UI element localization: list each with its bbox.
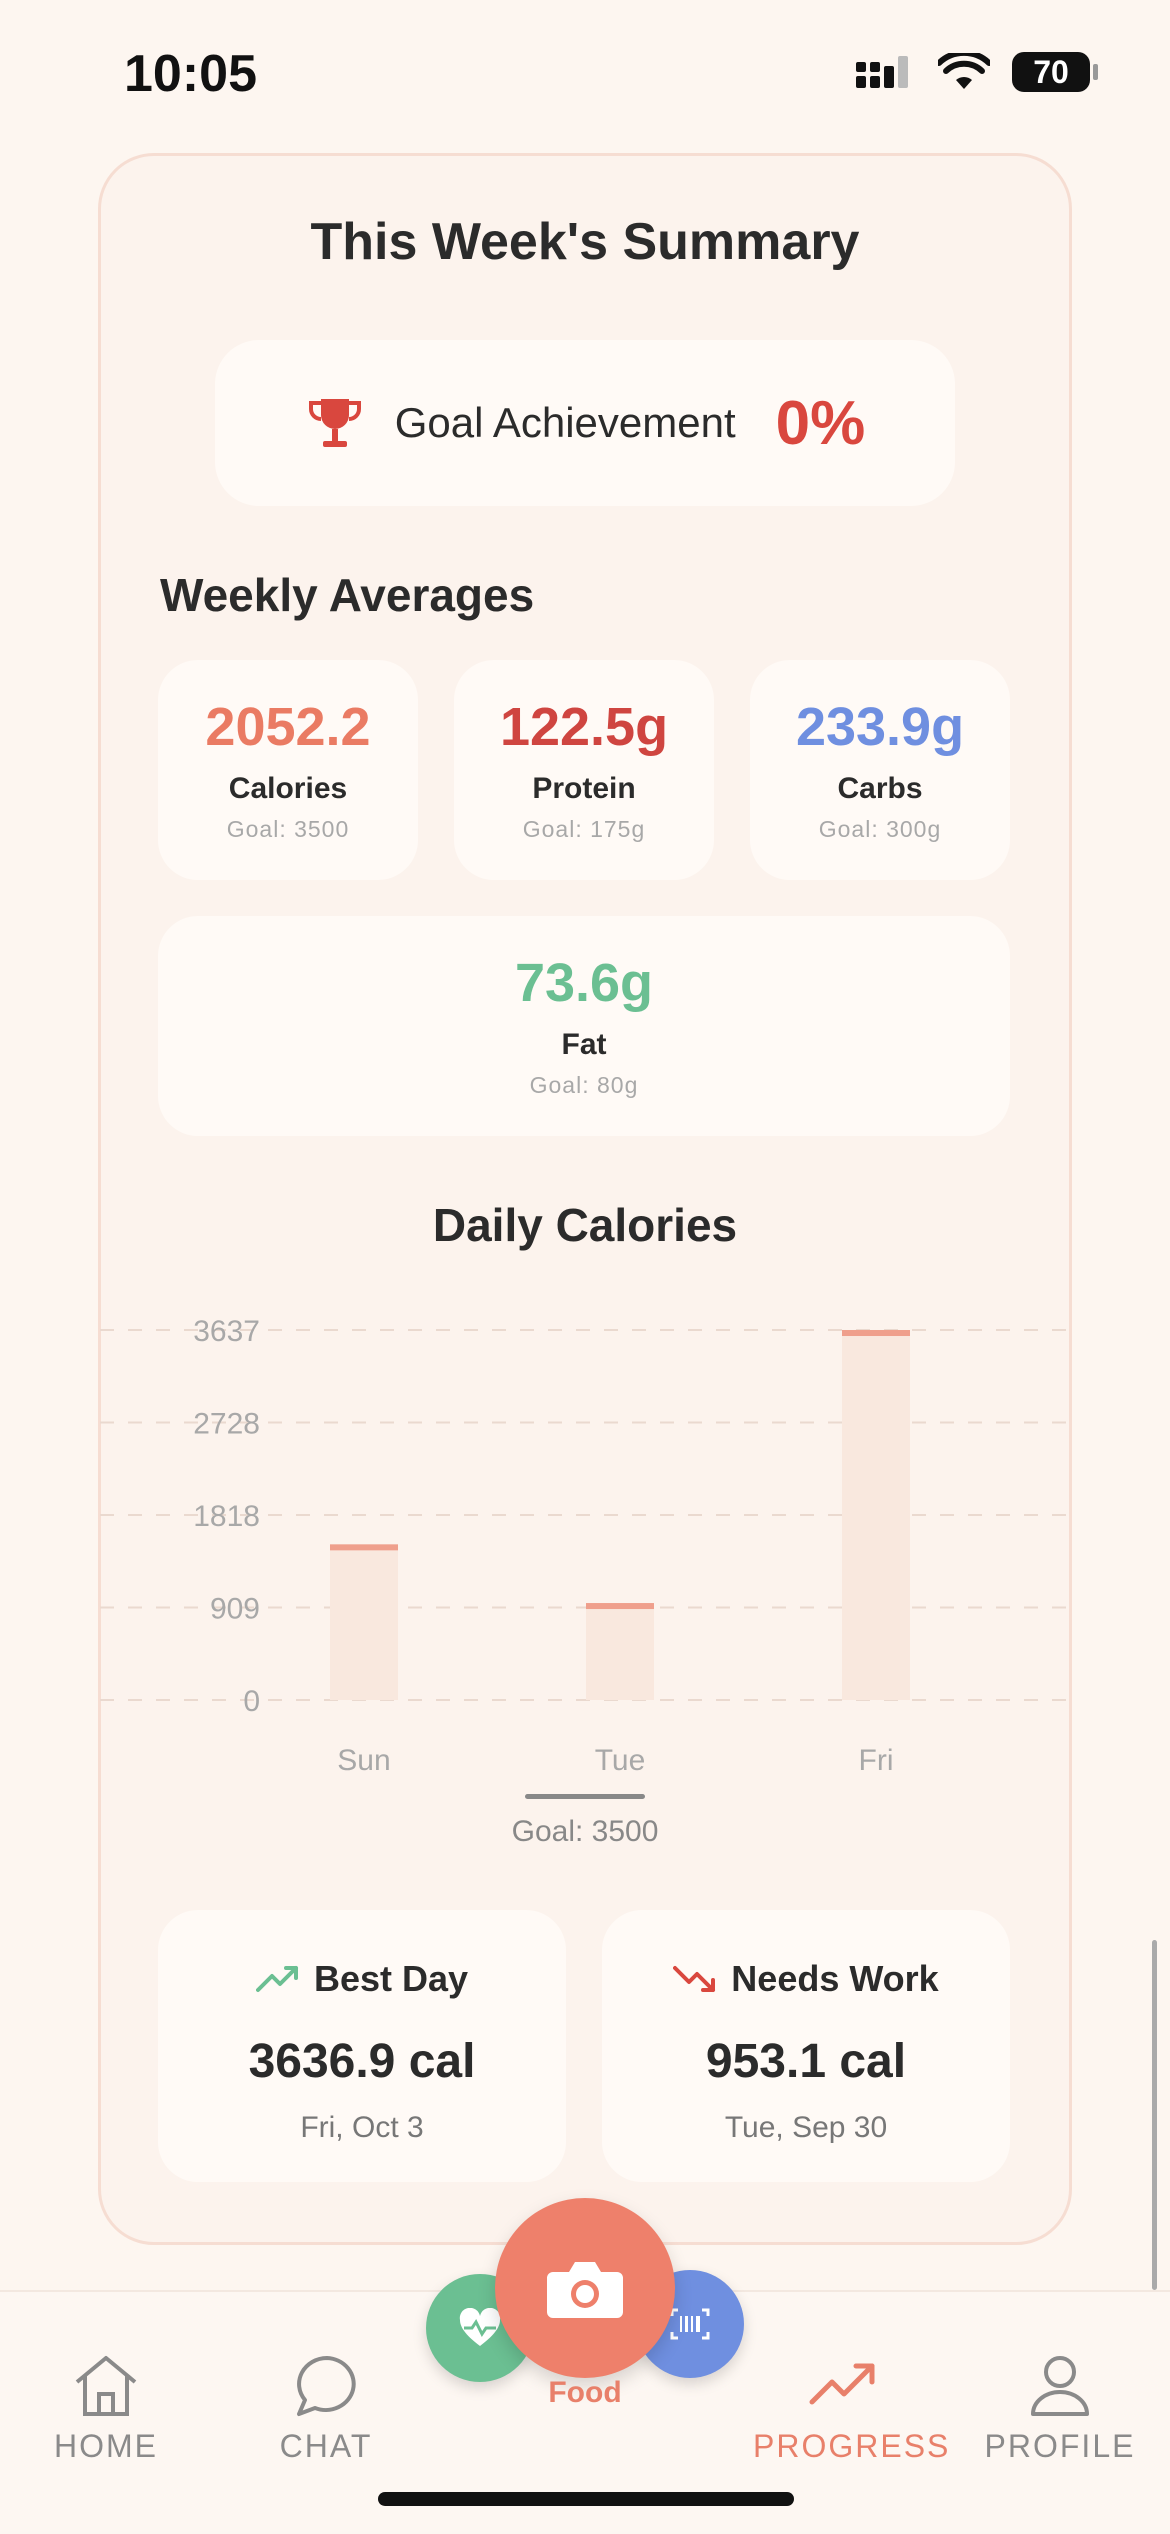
protein-average-label: Protein [532, 772, 636, 805]
needs-work-calories: 953.1 cal [705, 2035, 907, 2088]
home-icon [75, 2356, 137, 2416]
nav-profile-label: PROFILE [984, 2428, 1136, 2464]
home-indicator [378, 2492, 794, 2506]
carbs-average-value: 233.9g [795, 697, 965, 757]
scrollbar[interactable] [1152, 1940, 1157, 2290]
weekly-averages-heading: Weekly Averages [160, 569, 535, 621]
goal-achievement-label: Goal Achievement [394, 399, 736, 446]
goal-legend-label: Goal: 3500 [511, 1815, 659, 1848]
best-day-date: Fri, Oct 3 [300, 2111, 424, 2144]
goal-legend-line [525, 1794, 645, 1799]
needs-work-date: Tue, Sep 30 [724, 2111, 888, 2144]
x-tick-label: Fri [859, 1744, 894, 1777]
bar-cap-fri [842, 1330, 910, 1337]
best-day-calories: 3636.9 cal [248, 2035, 476, 2088]
barcode-icon [670, 2308, 710, 2340]
status-icons: 70 [856, 52, 1098, 92]
y-tick-label: 1818 [193, 1500, 260, 1533]
bar-sun [330, 1544, 398, 1700]
y-tick-label: 0 [243, 1685, 260, 1718]
battery-icon: 70 [1012, 52, 1098, 92]
heart-pulse-icon [459, 2308, 501, 2346]
carbs-goal: Goal: 300g [818, 816, 942, 842]
nav-home-label: HOME [54, 2428, 158, 2464]
calories-average-value: 2052.2 [205, 697, 371, 757]
bar-cap-sun [330, 1544, 398, 1551]
camera-button[interactable] [495, 2198, 675, 2378]
goal-achievement-box: Goal Achievement 0% [215, 340, 955, 506]
fat-average-label: Fat [561, 1028, 607, 1061]
fat-average-value: 73.6g [514, 953, 654, 1013]
trending-up-icon [255, 1966, 298, 1992]
bar-fri [842, 1330, 910, 1700]
x-tick-label: Sun [337, 1744, 390, 1777]
protein-average-card: 122.5g Protein Goal: 175g [454, 660, 714, 880]
summary-title: This Week's Summary [310, 213, 860, 271]
profile-icon [1031, 2356, 1089, 2416]
calories-average-label: Calories [228, 772, 348, 805]
best-day-card: Best Day 3636.9 cal Fri, Oct 3 [158, 1910, 566, 2182]
daily-calories-chart: 3637 2728 1818 909 0 Sun Tue Fri [100, 1315, 1070, 1777]
nav-chat[interactable]: CHAT [236, 2350, 416, 2465]
calories-goal: Goal: 3500 [226, 816, 350, 842]
signal-icon [856, 56, 908, 88]
trophy-icon [308, 399, 361, 447]
trending-down-icon [673, 1966, 716, 1992]
protein-average-value: 122.5g [499, 697, 669, 757]
needs-work-card: Needs Work 953.1 cal Tue, Sep 30 [602, 1910, 1010, 2182]
protein-goal: Goal: 175g [522, 816, 646, 842]
food-label: Food [548, 2376, 622, 2409]
goal-achievement-value: 0% [775, 388, 866, 458]
best-day-label: Best Day [313, 1958, 469, 1999]
chat-icon [297, 2356, 356, 2416]
nav-chat-label: CHAT [279, 2428, 373, 2464]
camera-icon [547, 2262, 623, 2318]
status-time: 10:05 [124, 45, 257, 103]
nav-progress-label: PROGRESS [753, 2428, 951, 2464]
y-tick-label: 3637 [193, 1315, 260, 1348]
bar-tue [586, 1603, 654, 1700]
calories-average-card: 2052.2 Calories Goal: 3500 [158, 660, 418, 880]
nav-profile[interactable]: PROFILE [970, 2350, 1150, 2465]
nav-progress[interactable]: PROGRESS [753, 2350, 951, 2465]
carbs-average-card: 233.9g Carbs Goal: 300g [750, 660, 1010, 880]
needs-work-label: Needs Work [731, 1958, 939, 1999]
y-tick-label: 2728 [193, 1408, 260, 1441]
bar-cap-tue [586, 1603, 654, 1610]
trending-up-icon [809, 2363, 875, 2405]
wifi-icon [938, 53, 990, 89]
y-tick-label: 909 [210, 1593, 260, 1626]
fat-goal: Goal: 80g [529, 1072, 639, 1098]
nav-home[interactable]: HOME [16, 2350, 196, 2465]
carbs-average-label: Carbs [837, 772, 923, 805]
x-tick-label: Tue [595, 1744, 646, 1777]
fat-average-card: 73.6g Fat Goal: 80g [158, 916, 1010, 1136]
daily-calories-heading: Daily Calories [432, 1199, 738, 1251]
